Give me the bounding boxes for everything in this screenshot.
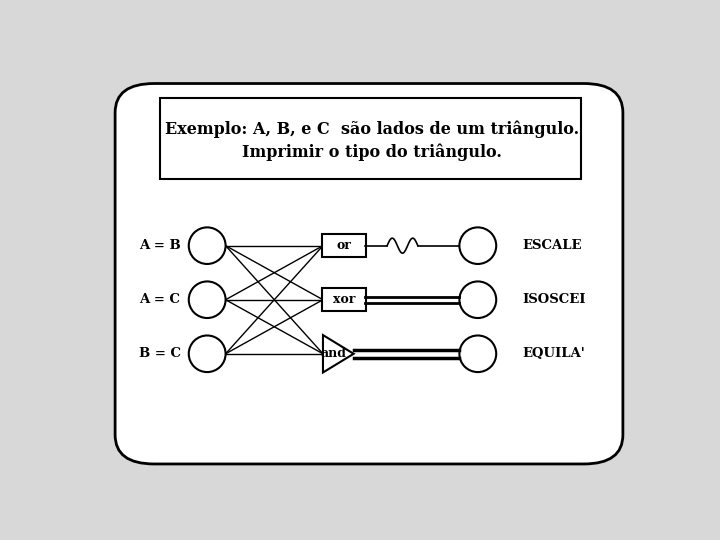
Ellipse shape bbox=[189, 335, 225, 372]
Text: A = B: A = B bbox=[139, 239, 181, 252]
Polygon shape bbox=[323, 335, 354, 373]
FancyBboxPatch shape bbox=[322, 234, 366, 258]
Ellipse shape bbox=[459, 335, 496, 372]
Ellipse shape bbox=[189, 227, 225, 264]
Text: Exemplo: A, B, e C  são lados de um triângulo.: Exemplo: A, B, e C são lados de um triân… bbox=[165, 120, 579, 138]
Text: xor: xor bbox=[333, 293, 355, 306]
Ellipse shape bbox=[189, 281, 225, 318]
Text: ISOSCEI: ISOSCEI bbox=[523, 293, 586, 306]
Text: EQUILA': EQUILA' bbox=[523, 347, 585, 360]
Text: Imprimir o tipo do triângulo.: Imprimir o tipo do triângulo. bbox=[242, 143, 502, 161]
FancyBboxPatch shape bbox=[322, 288, 366, 312]
FancyBboxPatch shape bbox=[160, 98, 581, 179]
Ellipse shape bbox=[459, 227, 496, 264]
Text: or: or bbox=[336, 239, 351, 252]
Ellipse shape bbox=[459, 281, 496, 318]
Text: B = C: B = C bbox=[139, 347, 181, 360]
Text: A = C: A = C bbox=[139, 293, 180, 306]
Text: ESCALE: ESCALE bbox=[523, 239, 582, 252]
Text: and: and bbox=[320, 347, 347, 360]
FancyBboxPatch shape bbox=[115, 84, 623, 464]
